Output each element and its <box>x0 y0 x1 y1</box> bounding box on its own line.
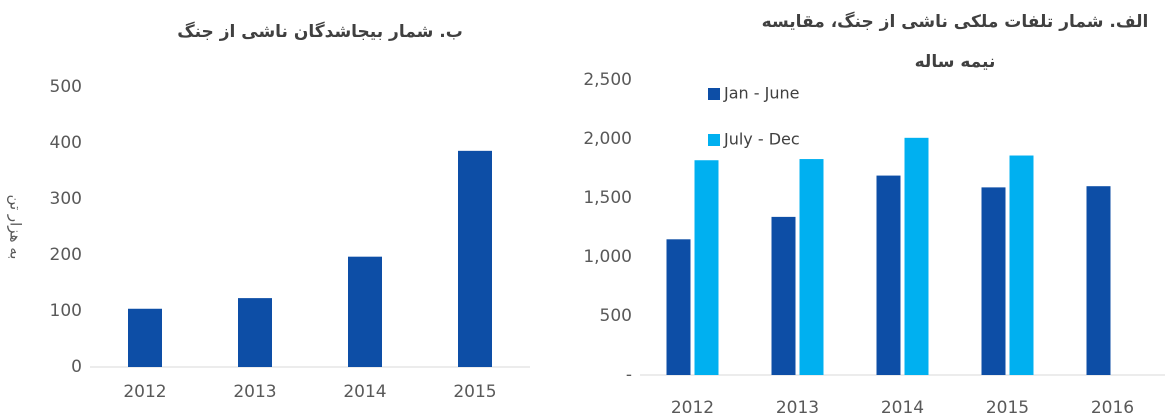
x-tick-label: 2013 <box>233 382 276 402</box>
x-tick-label: 2014 <box>881 398 924 417</box>
legend-label: Jan - June <box>723 84 799 103</box>
bar <box>1009 155 1034 375</box>
bar <box>666 239 691 375</box>
y-tick-label: 2,000 <box>583 129 632 149</box>
y-tick-label: - <box>626 365 632 385</box>
chart-title: الف. شمار تلفات ملکی ناشی از جنگ، مقایسه… <box>761 12 1149 72</box>
bar <box>238 298 272 367</box>
bar <box>876 175 901 375</box>
y-tick-label: 300 <box>50 189 82 209</box>
y-tick-label: 400 <box>50 133 82 153</box>
y-tick-label: 500 <box>50 77 82 97</box>
y-tick-label: 1,000 <box>583 247 632 267</box>
bar <box>981 187 1006 375</box>
x-tick-label: 2015 <box>986 398 1029 417</box>
bar <box>458 150 492 367</box>
bar <box>904 137 929 375</box>
legend-label: July - Dec <box>723 130 800 149</box>
x-tick-label: 2012 <box>123 382 166 402</box>
x-tick-label: 2015 <box>453 382 496 402</box>
y-axis-label: به هزار تن <box>7 195 25 260</box>
bar <box>128 308 162 367</box>
x-tick-label: 2013 <box>776 398 819 417</box>
x-tick-label: 2014 <box>343 382 386 402</box>
y-tick-label: 200 <box>50 245 82 265</box>
x-tick-label: 2016 <box>1091 398 1134 417</box>
bar <box>1086 186 1111 375</box>
chart-title: ب. شمار بیجاشدگان ناشی از جنگ <box>177 22 463 42</box>
legend-swatch <box>708 134 720 146</box>
y-tick-label: 500 <box>600 306 632 326</box>
y-tick-label: 2,500 <box>583 70 632 90</box>
legend-swatch <box>708 88 720 100</box>
bar <box>771 216 796 375</box>
y-tick-label: 0 <box>71 357 82 377</box>
bar <box>348 256 382 367</box>
y-tick-label: 100 <box>50 301 82 321</box>
bar <box>694 160 719 375</box>
x-tick-label: 2012 <box>671 398 714 417</box>
y-tick-label: 1,500 <box>583 188 632 208</box>
bar <box>799 159 824 375</box>
